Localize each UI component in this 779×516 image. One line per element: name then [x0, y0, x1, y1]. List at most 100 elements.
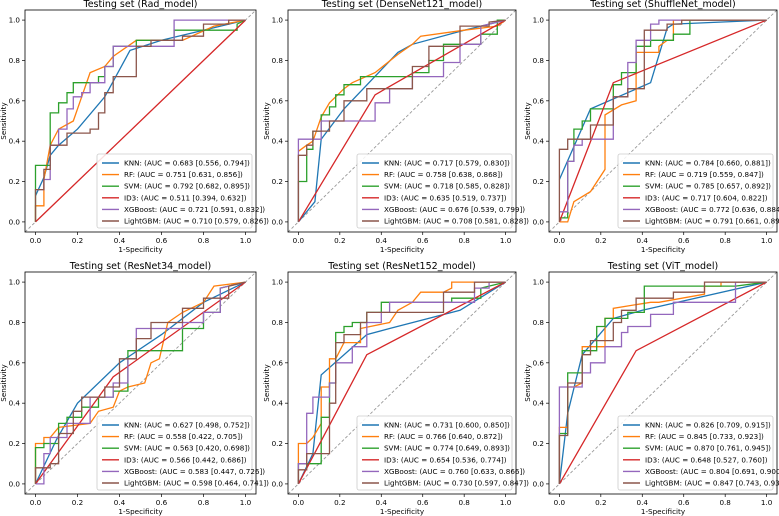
x-tick-label: 0.4 [114, 236, 126, 245]
roc-curve-lightgbm [558, 281, 767, 484]
y-tick-label: 0.8 [272, 56, 284, 65]
x-tick-label: 0.6 [678, 236, 690, 245]
chance-diagonal [549, 272, 777, 494]
legend-entry: SVM: (AUC = 0.563 [0.420, 0.698]) [124, 444, 250, 453]
y-tick-label: 0.4 [9, 137, 21, 146]
legend: KNN: (AUC = 0.784 [0.660, 0.881]) RF: (AU… [617, 153, 779, 229]
legend-box [617, 153, 774, 229]
roc-curve-id3 [297, 19, 506, 223]
legend-entry: RF: (AUC = 0.719 [0.559, 0.847]) [645, 170, 764, 179]
chance-diagonal [549, 10, 777, 232]
legend-entry: ID3: (AUC = 0.717 [0.604, 0.822]) [645, 193, 768, 202]
y-tick-label: 1.0 [272, 278, 284, 287]
x-tick-label: 1.0 [240, 236, 252, 245]
x-tick-label: 0.2 [72, 236, 83, 245]
y-tick-label: 0.2 [533, 439, 544, 448]
legend-entry: XGBoost: (AUC = 0.583 [0.447, 0.726]) [124, 467, 265, 476]
legend-entry: XGBoost: (AUC = 0.772 [0.636, 0.884]) [645, 205, 779, 214]
y-tick-label: 0.0 [9, 217, 21, 226]
legend-entry: XGBoost: (AUC = 0.721 [0.591, 0.832]) [124, 205, 265, 214]
roc-curve-xgboost [558, 281, 767, 484]
legend-entry: SVM: (AUC = 0.792 [0.682, 0.895]) [124, 182, 250, 191]
axes-frame [548, 271, 778, 495]
chart-title: Testing set (Rad_model) [83, 0, 198, 10]
legend-entry: KNN: (AUC = 0.717 [0.579, 0.830]) [384, 159, 510, 168]
x-tick-label: 0.0 [554, 498, 566, 507]
x-tick-label: 0.2 [595, 498, 606, 507]
x-tick-label: 1.0 [761, 498, 773, 507]
legend-entry: SVM: (AUC = 0.718 [0.585, 0.828]) [384, 182, 510, 191]
roc-panel: Testing set (DenseNet121_model) 0.0 0.2 0.4… [262, 0, 529, 254]
x-tick-label: 0.4 [114, 498, 126, 507]
axes-frame [24, 9, 257, 233]
legend-box [617, 415, 774, 491]
legend-entry: SVM: (AUC = 0.870 [0.761, 0.945]) [645, 444, 771, 453]
roc-curve-lightgbm [297, 19, 506, 222]
legend-entry: LightGBM: (AUC = 0.847 [0.743, 0.932]) [645, 479, 779, 488]
legend-entry: SVM: (AUC = 0.774 [0.649, 0.893]) [384, 444, 510, 453]
roc-curve-lightgbm [558, 19, 767, 222]
y-tick-label: 0.0 [272, 217, 284, 226]
legend-entry: LightGBM: (AUC = 0.598 [0.464, 0.741]) [124, 479, 269, 488]
x-axis-label: 1-Specificity [380, 507, 425, 516]
legend: KNN: (AUC = 0.826 [0.709, 0.915]) RF: (AU… [617, 415, 779, 491]
legend: KNN: (AUC = 0.731 [0.600, 0.850]) RF: (AU… [356, 415, 529, 491]
x-axis-label: 1-Specificity [118, 245, 163, 254]
x-tick-label: 1.0 [761, 236, 773, 245]
y-tick-label: 0.6 [9, 358, 21, 367]
y-tick-label: 0.6 [9, 96, 21, 105]
x-tick-label: 0.0 [293, 236, 305, 245]
y-axis-label: Sensitivity [523, 364, 532, 402]
y-tick-label: 0.4 [533, 137, 545, 146]
legend: KNN: (AUC = 0.683 [0.556, 0.794]) RF: (AU… [96, 153, 269, 229]
legend-entry: LightGBM: (AUC = 0.710 [0.579, 0.826]) [124, 217, 269, 226]
x-tick-label: 0.8 [198, 498, 210, 507]
chance-diagonal [288, 10, 516, 232]
roc-curve-id3 [558, 19, 767, 223]
x-tick-label: 0.6 [417, 498, 429, 507]
legend-entry: LightGBM: (AUC = 0.791 [0.661, 0.893]) [645, 217, 779, 226]
y-tick-label: 0.4 [533, 399, 545, 408]
y-tick-label: 0.2 [533, 177, 544, 186]
legend-entry: XGBoost: (AUC = 0.804 [0.691, 0.900]) [645, 467, 779, 476]
x-tick-label: 0.4 [637, 236, 649, 245]
y-axis-label: Sensitivity [0, 364, 8, 402]
x-tick-label: 0.8 [719, 498, 731, 507]
y-tick-label: 0.2 [272, 439, 283, 448]
chart-title: Testing set (ViT_model) [607, 261, 718, 272]
x-tick-label: 0.8 [719, 236, 731, 245]
legend-box [96, 415, 253, 491]
x-tick-label: 0.4 [376, 236, 388, 245]
x-tick-label: 1.0 [500, 498, 512, 507]
y-tick-label: 0.8 [533, 318, 545, 327]
roc-curve-lightgbm [297, 281, 506, 484]
y-tick-label: 0.8 [9, 318, 21, 327]
axes-frame [287, 271, 517, 495]
x-tick-label: 0.0 [30, 236, 42, 245]
legend-entry: ID3: (AUC = 0.654 [0.536, 0.774]) [384, 455, 507, 464]
legend-entry: RF: (AUC = 0.758 [0.638, 0.868]) [384, 170, 503, 179]
roc-curve-knn [558, 281, 767, 484]
legend-entry: KNN: (AUC = 0.784 [0.660, 0.881]) [645, 159, 771, 168]
legend-entry: KNN: (AUC = 0.627 [0.498, 0.752]) [124, 421, 250, 430]
roc-panel: Testing set (Rad_model) 0.0 0.2 0.4 0.6 0.8 1.… [0, 0, 269, 254]
x-tick-label: 0.2 [72, 498, 83, 507]
roc-curve-id3 [297, 281, 506, 485]
y-tick-label: 0.4 [9, 399, 21, 408]
x-tick-label: 0.0 [293, 498, 305, 507]
y-tick-label: 0.0 [533, 217, 545, 226]
roc-curve-lightgbm [34, 19, 246, 222]
legend-entry: ID3: (AUC = 0.511 [0.394, 0.632]) [124, 193, 247, 202]
x-tick-label: 0.6 [156, 236, 168, 245]
roc-curve-knn [297, 19, 506, 223]
x-tick-label: 0.2 [334, 498, 345, 507]
y-tick-label: 0.4 [272, 399, 284, 408]
roc-curve-knn [34, 19, 246, 196]
y-tick-label: 0.8 [9, 56, 21, 65]
y-axis-label: Sensitivity [262, 364, 271, 402]
legend-entry: XGBoost: (AUC = 0.676 [0.539, 0.799]) [384, 205, 525, 214]
y-tick-label: 1.0 [272, 16, 284, 25]
chart-title: Testing set (ResNet34_model) [69, 261, 211, 272]
y-axis-label: Sensitivity [262, 102, 271, 140]
x-axis-label: 1-Specificity [380, 245, 425, 254]
